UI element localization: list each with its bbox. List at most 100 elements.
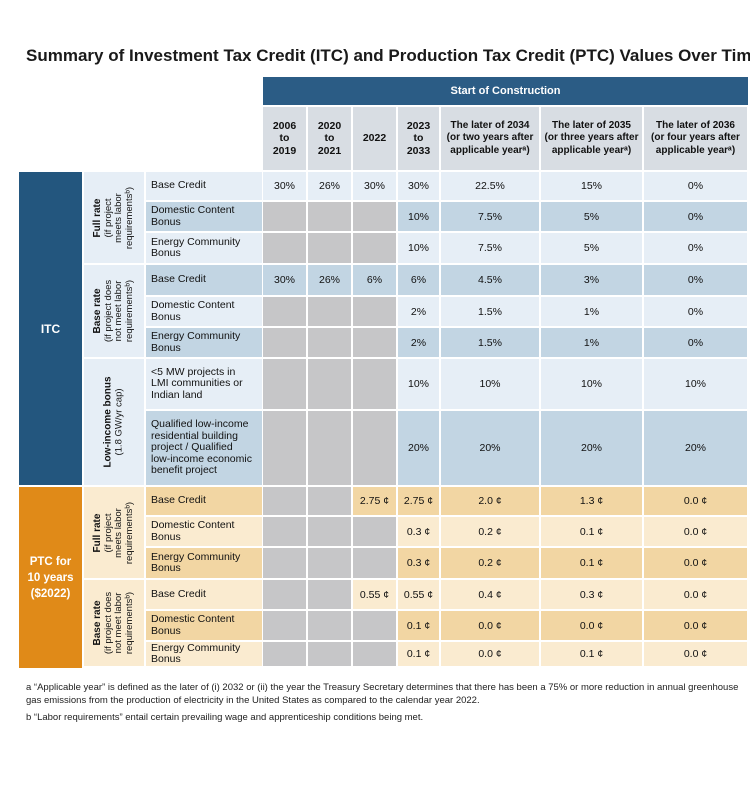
header-start-of-construction: Start of Construction	[263, 77, 748, 105]
value-cell: 0.1 ¢	[541, 517, 642, 546]
not-applicable-cell	[308, 328, 351, 357]
value-cell: 22.5%	[441, 172, 539, 200]
value-cell: 0.1 ¢	[398, 642, 439, 666]
value-cell: 4.5%	[441, 265, 539, 295]
not-applicable-cell	[263, 411, 306, 485]
not-applicable-cell	[263, 359, 306, 409]
value-cell: 0%	[644, 233, 747, 263]
value-cell: 26%	[308, 172, 351, 200]
subgroup-3-label: Low-income bonus (1.8 GW/yr cap)	[102, 376, 125, 468]
value-cell: 0.55 ¢	[398, 580, 439, 609]
value-cell: 10%	[644, 359, 747, 409]
not-applicable-cell	[263, 580, 306, 609]
value-cell: 1.5%	[441, 328, 539, 357]
subgroup-5-label: Base rate (if project does not meet labor r…	[92, 591, 135, 655]
not-applicable-cell	[263, 611, 306, 640]
not-applicable-cell	[263, 517, 306, 546]
value-cell: 1.5%	[441, 297, 539, 326]
not-applicable-cell	[353, 328, 396, 357]
value-cell: 5%	[541, 233, 642, 263]
column-header-7: The later of 2036 (or four years after app…	[644, 107, 747, 170]
value-cell: 2.75 ¢	[398, 487, 439, 515]
not-applicable-cell	[308, 411, 351, 485]
value-cell: 26%	[308, 265, 351, 295]
column-header-5: The later of 2034 (or two years after appl…	[441, 107, 539, 170]
value-cell: 0.0 ¢	[441, 611, 539, 640]
not-applicable-cell	[308, 359, 351, 409]
group-ptc: PTC for 10 years ($2022)	[19, 487, 82, 668]
value-cell: 0%	[644, 202, 747, 231]
row-label-8: Qualified low-income residential building…	[146, 411, 262, 485]
value-cell: 1%	[541, 328, 642, 357]
value-cell: 3%	[541, 265, 642, 295]
not-applicable-cell	[263, 297, 306, 326]
not-applicable-cell	[353, 548, 396, 578]
value-cell: 0.0 ¢	[644, 548, 747, 578]
row-label-3: Energy Community Bonus	[146, 233, 262, 263]
row-label-11: Energy Community Bonus	[146, 548, 262, 578]
not-applicable-cell	[263, 642, 306, 666]
value-cell: 0.2 ¢	[441, 517, 539, 546]
row-label-6: Energy Community Bonus	[146, 328, 262, 357]
row-label-7: <5 MW projects in LMI communities or India…	[146, 359, 262, 409]
not-applicable-cell	[353, 517, 396, 546]
value-cell: 7.5%	[441, 233, 539, 263]
not-applicable-cell	[308, 611, 351, 640]
not-applicable-cell	[353, 642, 396, 666]
not-applicable-cell	[308, 642, 351, 666]
value-cell: 2.75 ¢	[353, 487, 396, 515]
value-cell: 0.0 ¢	[644, 517, 747, 546]
not-applicable-cell	[353, 202, 396, 231]
subgroup-2: Base rate (if project does not meet labor r…	[84, 265, 144, 357]
group-itc: ITC	[19, 172, 82, 485]
value-cell: 20%	[398, 411, 439, 485]
not-applicable-cell	[353, 411, 396, 485]
value-cell: 20%	[541, 411, 642, 485]
subgroup-1-label: Full rate (if project meets labor requireme…	[92, 186, 135, 249]
value-cell: 0.1 ¢	[398, 611, 439, 640]
not-applicable-cell	[263, 328, 306, 357]
value-cell: 7.5%	[441, 202, 539, 231]
value-cell: 30%	[263, 172, 306, 200]
value-cell: 6%	[398, 265, 439, 295]
value-cell: 0.0 ¢	[644, 580, 747, 609]
value-cell: 30%	[263, 265, 306, 295]
column-header-1: 2006 to 2019	[263, 107, 306, 170]
row-label-10: Domestic Content Bonus	[146, 517, 262, 546]
not-applicable-cell	[263, 548, 306, 578]
value-cell: 0.4 ¢	[441, 580, 539, 609]
value-cell: 20%	[441, 411, 539, 485]
row-label-13: Domestic Content Bonus	[146, 611, 262, 640]
subgroup-4-label: Full rate (if project meets labor requireme…	[92, 501, 135, 564]
value-cell: 0.55 ¢	[353, 580, 396, 609]
subgroup-2-label: Base rate (if project does not meet labor r…	[92, 279, 135, 343]
not-applicable-cell	[308, 487, 351, 515]
not-applicable-cell	[308, 580, 351, 609]
row-label-14: Energy Community Bonus	[146, 642, 262, 666]
footnote-b: b “Labor requirements” entail certain pr…	[26, 712, 424, 723]
value-cell: 0.0 ¢	[644, 611, 747, 640]
value-cell: 0.3 ¢	[398, 548, 439, 578]
value-cell: 10%	[398, 233, 439, 263]
value-cell: 0.3 ¢	[398, 517, 439, 546]
value-cell: 0.0 ¢	[441, 642, 539, 666]
value-cell: 0.0 ¢	[541, 611, 642, 640]
column-header-4: 2023 to 2033	[398, 107, 439, 170]
row-label-5: Domestic Content Bonus	[146, 297, 262, 326]
not-applicable-cell	[308, 548, 351, 578]
row-label-1: Base Credit	[146, 172, 262, 200]
page-title: Summary of Investment Tax Credit (ITC) a…	[26, 46, 750, 65]
value-cell: 0%	[644, 328, 747, 357]
footnote-a: a “Applicable year” is defined as the la…	[26, 682, 739, 706]
not-applicable-cell	[263, 487, 306, 515]
not-applicable-cell	[308, 517, 351, 546]
not-applicable-cell	[308, 233, 351, 263]
not-applicable-cell	[263, 202, 306, 231]
value-cell: 0%	[644, 172, 747, 200]
not-applicable-cell	[353, 233, 396, 263]
not-applicable-cell	[308, 202, 351, 231]
value-cell: 30%	[353, 172, 396, 200]
row-label-9: Base Credit	[146, 487, 262, 515]
subgroup-5: Base rate (if project does not meet labor r…	[84, 580, 144, 666]
not-applicable-cell	[353, 611, 396, 640]
